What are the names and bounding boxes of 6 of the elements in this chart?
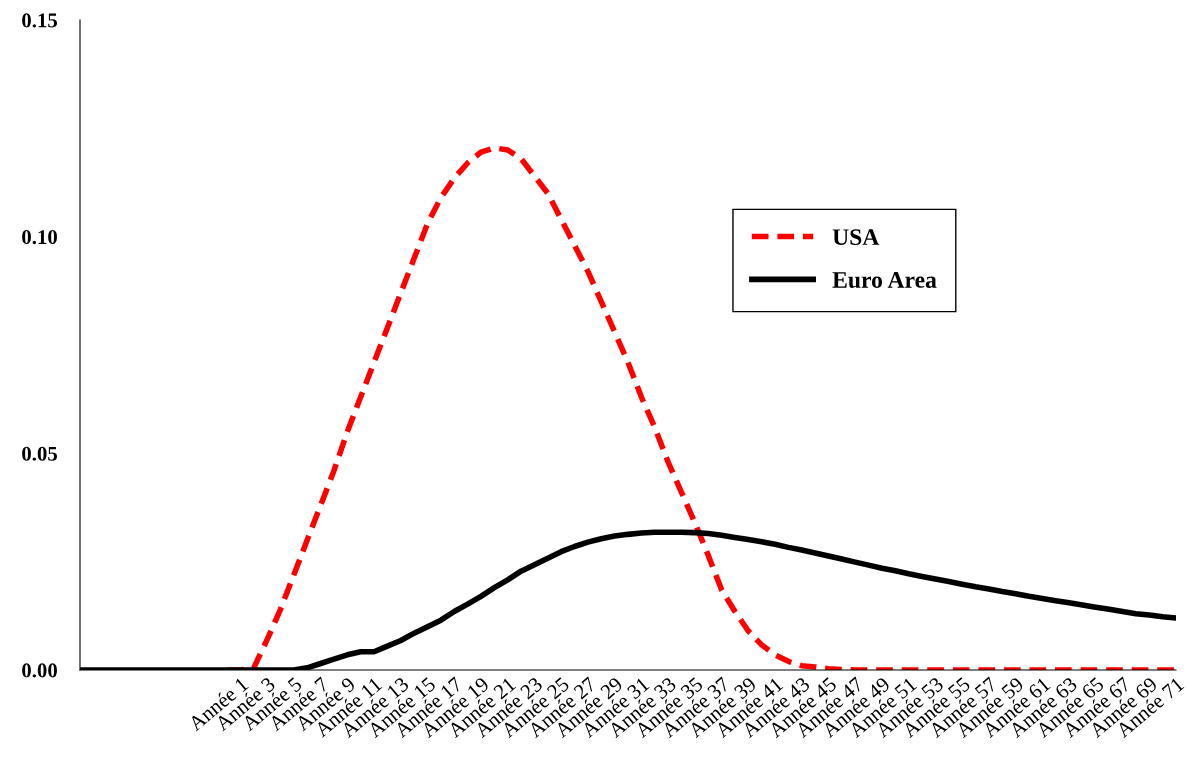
legend-label: Euro Area [832,272,937,288]
y-tick-label: 0.05 [22,446,58,461]
y-tick-label: 0.10 [22,230,57,245]
y-tick-label: 0.15 [22,13,58,28]
y-tick-label: 0.00 [22,663,57,678]
legend-label: USA [832,229,880,246]
